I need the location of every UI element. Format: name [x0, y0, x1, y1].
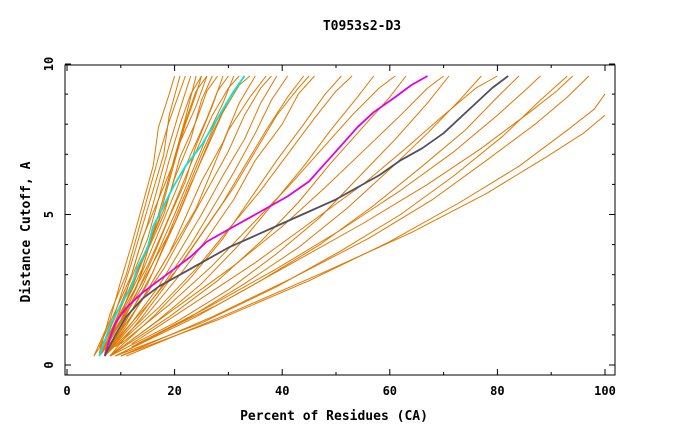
y-axis-ticks: 0 5 10 [42, 57, 615, 369]
x-tick-label: 0 [63, 384, 70, 398]
y-tick-label: 0 [42, 361, 56, 368]
x-tick-label: 60 [383, 384, 397, 398]
x-tick-label: 100 [594, 384, 616, 398]
highlight-series-line [98, 75, 246, 357]
axes [64, 64, 616, 376]
series-line [104, 75, 315, 357]
x-tick-label: 40 [275, 384, 289, 398]
y-tick-label: 10 [42, 57, 56, 71]
series-line [120, 93, 606, 357]
series-line [115, 75, 568, 357]
series-line [98, 75, 235, 357]
x-tick-label: 20 [167, 384, 181, 398]
series-line [104, 75, 278, 357]
series-line [104, 75, 240, 342]
series-line [120, 75, 396, 345]
y-tick-label: 5 [42, 211, 56, 218]
chart-title: T0953s2-D3 [323, 19, 401, 34]
series-line [126, 114, 606, 357]
series-line [104, 75, 256, 357]
series-line [109, 75, 272, 348]
series-line [93, 75, 176, 357]
series-line [131, 75, 541, 348]
series-line [115, 75, 353, 348]
series-line [109, 75, 450, 357]
x-axis-label: Percent of Residues (CA) [240, 409, 428, 424]
series-line [125, 75, 444, 345]
series-line [136, 75, 574, 345]
series-line [109, 75, 251, 342]
series-line [104, 75, 229, 351]
x-axis-ticks: 0 20 40 60 80 100 [63, 65, 616, 398]
series-line [109, 75, 342, 357]
y-axis-label: Distance Cutoff, A [19, 161, 34, 302]
series-line [98, 75, 186, 354]
series-line [104, 75, 289, 357]
highlight-series-line [103, 75, 509, 357]
x-tick-label: 80 [490, 384, 504, 398]
series-line [120, 75, 590, 357]
highlight-series-line [103, 75, 428, 357]
plot-frame [64, 64, 616, 376]
series-line [115, 75, 310, 342]
series-layer [93, 75, 606, 357]
